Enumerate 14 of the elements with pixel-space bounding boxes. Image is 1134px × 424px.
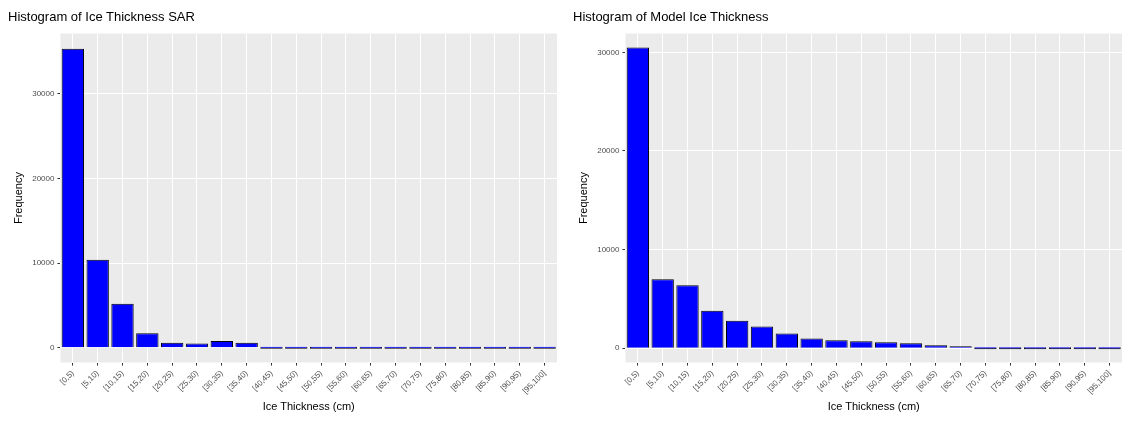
y-tick-label: 0	[49, 342, 55, 352]
y-tick-label: 30000	[32, 88, 55, 98]
x-axis-title: Ice Thickness (cm)	[827, 400, 920, 413]
y-tick-label: 10000	[32, 258, 55, 268]
x-axis-title: Ice Thickness (cm)	[262, 400, 355, 413]
chart-title: Histogram of Model Ice Thickness	[573, 9, 770, 25]
y-tick-label: 30000	[597, 47, 620, 57]
y-axis-title: Frequency	[576, 171, 589, 225]
y-tick-label: 20000	[32, 173, 55, 183]
y-axis-title: Frequency	[11, 171, 24, 225]
y-tick-label: 20000	[597, 146, 620, 156]
y-tick-label: 10000	[597, 244, 620, 254]
chart-title: Histogram of Ice Thickness SAR	[8, 9, 195, 25]
y-tick-label: 0	[614, 343, 620, 353]
